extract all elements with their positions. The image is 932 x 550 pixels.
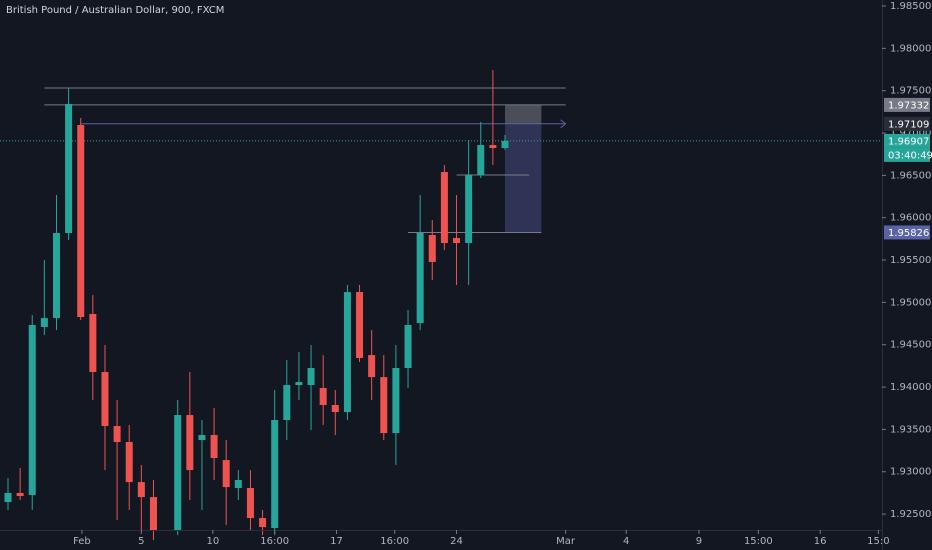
- candle-body: [428, 234, 436, 262]
- candle-body: [222, 460, 230, 488]
- candle-body: [283, 385, 291, 421]
- candle-body: [465, 175, 473, 244]
- candle-body: [259, 518, 267, 528]
- y-tick-label: 1.94500: [890, 340, 931, 351]
- candle-body: [77, 124, 85, 318]
- candle-body: [368, 355, 376, 378]
- candle-body: [331, 405, 339, 413]
- x-tick-label: 16:00: [260, 536, 289, 547]
- y-tick-label: 1.97000: [890, 128, 931, 139]
- candle-body: [234, 480, 242, 488]
- candle-body: [28, 324, 36, 496]
- x-tick-label: 17: [330, 536, 343, 547]
- x-tick-label: 10: [206, 536, 219, 547]
- countdown: 03:40:49: [888, 150, 932, 161]
- y-tick-label: 1.97500: [890, 86, 931, 97]
- y-tick-label: 1.98000: [890, 43, 931, 54]
- candle-body: [489, 145, 497, 149]
- candle-body: [101, 371, 109, 427]
- candle-body: [65, 103, 73, 234]
- candle-body: [440, 171, 448, 244]
- x-tick-label: 9: [696, 536, 702, 547]
- y-tick-label: 1.92500: [890, 509, 931, 520]
- x-tick-label: 16:00: [380, 536, 409, 547]
- x-tick-label: Mar: [556, 536, 576, 547]
- candle-body: [343, 292, 351, 413]
- x-tick-label: 16: [814, 536, 827, 547]
- y-tick-label: 1.93000: [890, 467, 931, 478]
- y-tick-label: 1.96000: [890, 213, 931, 224]
- candle-body: [174, 415, 182, 530]
- price-label: 1.97332: [888, 100, 929, 111]
- candle-body: [40, 318, 48, 328]
- x-tick-label: 4: [623, 536, 629, 547]
- candle-body: [319, 387, 327, 406]
- position-target: [505, 123, 542, 233]
- candle-body: [125, 442, 133, 483]
- candle-body: [4, 492, 12, 503]
- candle-body: [210, 434, 218, 459]
- candle-body: [198, 434, 206, 441]
- candle-body: [186, 415, 194, 471]
- y-tick-label: 1.93500: [890, 424, 931, 435]
- y-tick-label: 1.95500: [890, 255, 931, 266]
- position-stop: [505, 104, 542, 124]
- y-tick-label: 1.98500: [890, 1, 931, 12]
- arrow-head: [560, 119, 567, 129]
- candle-body: [113, 426, 121, 443]
- candle-body: [295, 381, 303, 386]
- candle-body: [307, 368, 315, 386]
- candle-body: [404, 324, 412, 369]
- x-tick-label: 5: [138, 536, 144, 547]
- candle-body: [16, 492, 24, 497]
- chart-title: British Pound / Australian Dollar, 900, …: [6, 5, 224, 16]
- countdown-bg: [884, 147, 930, 162]
- price-label: 1.97109: [888, 119, 929, 130]
- price-label-bg: [884, 97, 930, 112]
- price-label-bg: [884, 116, 930, 131]
- x-tick-label: 24: [450, 536, 463, 547]
- y-tick-label: 1.94000: [890, 382, 931, 393]
- price-label-bg: [884, 225, 930, 240]
- candle-body: [89, 313, 97, 372]
- price-label-bg: [884, 133, 930, 148]
- candle-body: [392, 368, 400, 434]
- candle-body: [477, 145, 485, 176]
- candle-body: [149, 497, 157, 530]
- candle-body: [416, 233, 424, 324]
- y-tick-label: 1.95000: [890, 297, 931, 308]
- price-label: 1.96907: [888, 136, 929, 147]
- x-tick-label: Feb: [73, 536, 91, 547]
- candle-body: [246, 487, 254, 519]
- candle-body: [356, 292, 364, 359]
- candle-body: [137, 482, 145, 498]
- candle-body: [52, 233, 60, 319]
- candle-body: [380, 377, 388, 434]
- y-tick-label: 1.96500: [890, 170, 931, 181]
- price-label: 1.95826: [888, 228, 929, 239]
- candle-body: [271, 420, 279, 529]
- x-tick-label: 15:00: [744, 536, 773, 547]
- candle-body: [453, 238, 461, 244]
- x-tick-label: 15:0: [867, 536, 889, 547]
- candle-body: [501, 140, 509, 149]
